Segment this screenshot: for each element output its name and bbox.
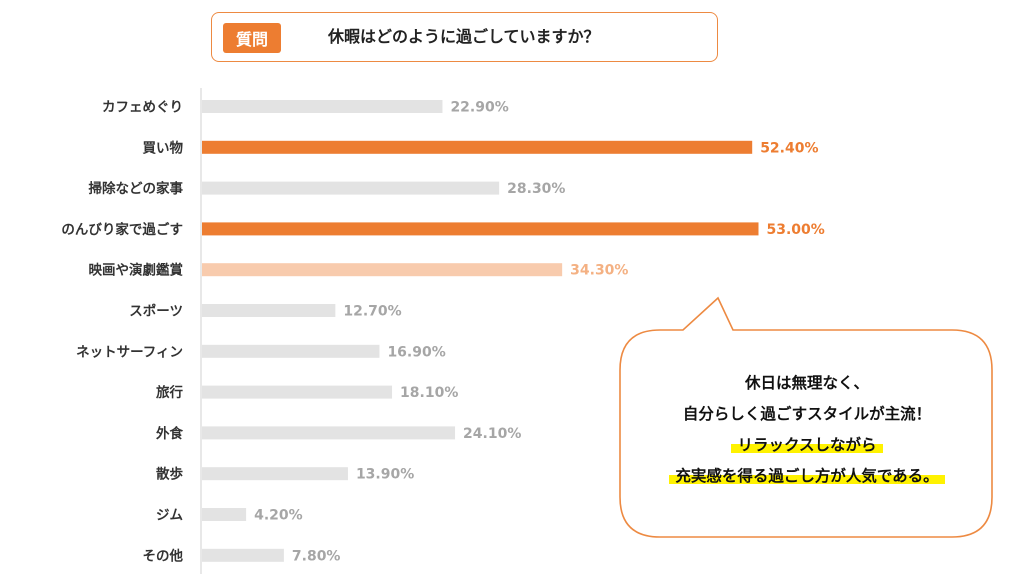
value-label: 12.70% (343, 304, 401, 320)
bar (202, 140, 753, 154)
value-label: 16.90% (387, 344, 445, 360)
category-label: 旅行 (156, 384, 183, 401)
category-label: のんびり家で過ごす (61, 221, 183, 238)
value-label: 22.90% (450, 100, 508, 116)
category-label: 散歩 (156, 466, 183, 483)
question-badge: 質問 (223, 23, 281, 53)
bar (202, 548, 284, 562)
bar (202, 263, 563, 277)
category-label: ジム (156, 508, 183, 524)
bar (202, 344, 380, 358)
category-label: カフェめぐり (102, 100, 183, 116)
question-box: 質問 休暇はどのように過ごしていますか？ (211, 12, 718, 62)
value-label: 18.10% (400, 385, 458, 401)
bar (202, 100, 443, 113)
category-label: 掃除などの家事 (89, 180, 184, 197)
question-text: 休暇はどのように過ごしていますか？ (328, 27, 600, 46)
callout-line-2: 自分らしく過ごすスタイルが主流！ (682, 405, 932, 423)
bar (202, 385, 393, 399)
bar (202, 426, 456, 440)
category-label: ネットサーフィン (76, 344, 183, 360)
callout-line-3: リラックスしながら (621, 430, 993, 461)
bar (202, 508, 247, 521)
category-label: スポーツ (129, 303, 183, 320)
callout-line-4: 充実感を得る過ごし方が人気である。 (621, 461, 993, 492)
value-label: 28.30% (507, 181, 565, 197)
callout-line-1: 休日は無理なく、 (744, 374, 869, 392)
callout-text: 休日は無理なく、 自分らしく過ごすスタイルが主流！ リラックスしながら 充実感を… (621, 368, 993, 492)
category-label: 買い物 (143, 139, 184, 156)
bar (202, 181, 500, 195)
value-label: 13.90% (356, 467, 414, 483)
bar (202, 467, 348, 481)
bar (202, 222, 759, 236)
value-label: 34.30% (570, 263, 628, 279)
value-label: 24.10% (463, 426, 521, 442)
value-label: 4.20% (254, 508, 303, 524)
category-label: 外食 (156, 425, 183, 442)
value-label: 7.80% (292, 548, 341, 564)
bar (202, 304, 336, 317)
value-label: 53.00% (767, 222, 825, 238)
value-label: 52.40% (760, 140, 818, 156)
category-label: その他 (143, 547, 184, 564)
category-label: 映画や演劇鑑賞 (89, 262, 184, 279)
